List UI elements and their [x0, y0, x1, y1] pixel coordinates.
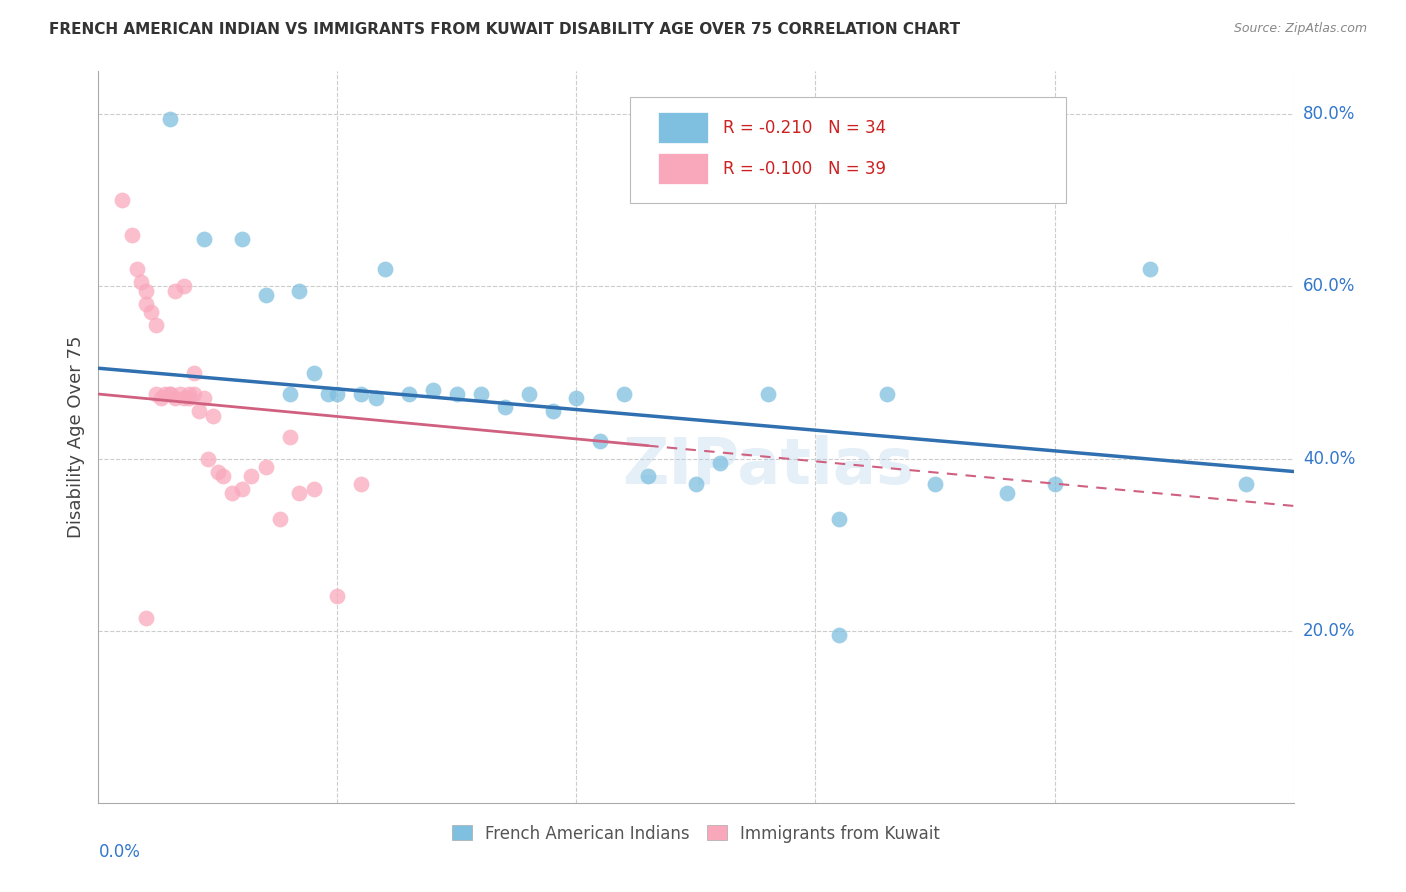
- Point: [254, 460, 277, 475]
- Text: 0.0%: 0.0%: [98, 843, 141, 861]
- Point: [637, 468, 659, 483]
- Point: [183, 387, 205, 401]
- Point: [876, 387, 898, 401]
- Point: [139, 305, 162, 319]
- Point: [470, 387, 492, 401]
- Point: [207, 465, 229, 479]
- Point: [173, 279, 195, 293]
- Point: [231, 232, 253, 246]
- Point: [302, 482, 325, 496]
- Text: Source: ZipAtlas.com: Source: ZipAtlas.com: [1233, 22, 1367, 36]
- Point: [202, 409, 225, 423]
- Text: 80.0%: 80.0%: [1303, 105, 1355, 123]
- Point: [350, 387, 373, 401]
- Point: [613, 387, 636, 401]
- Point: [135, 284, 157, 298]
- Point: [350, 477, 373, 491]
- Point: [159, 387, 181, 401]
- Point: [828, 512, 851, 526]
- Point: [756, 387, 779, 401]
- Point: [278, 387, 301, 401]
- Text: FRENCH AMERICAN INDIAN VS IMMIGRANTS FROM KUWAIT DISABILITY AGE OVER 75 CORRELAT: FRENCH AMERICAN INDIAN VS IMMIGRANTS FRO…: [49, 22, 960, 37]
- Point: [828, 628, 851, 642]
- Point: [159, 387, 181, 401]
- Point: [326, 589, 349, 603]
- Point: [278, 430, 301, 444]
- Text: R = -0.100   N = 39: R = -0.100 N = 39: [724, 160, 886, 178]
- Point: [254, 288, 277, 302]
- Point: [125, 262, 148, 277]
- FancyBboxPatch shape: [658, 112, 709, 143]
- Point: [111, 194, 134, 208]
- Point: [541, 404, 564, 418]
- Point: [231, 482, 253, 496]
- Point: [1139, 262, 1161, 277]
- Point: [193, 392, 215, 406]
- Point: [269, 512, 291, 526]
- Point: [131, 275, 153, 289]
- Point: [565, 392, 588, 406]
- Point: [1043, 477, 1066, 491]
- Text: 20.0%: 20.0%: [1303, 622, 1355, 640]
- FancyBboxPatch shape: [630, 97, 1067, 203]
- Point: [121, 227, 143, 242]
- FancyBboxPatch shape: [658, 153, 709, 184]
- Point: [149, 392, 172, 406]
- Point: [173, 392, 195, 406]
- Point: [163, 284, 186, 298]
- Point: [422, 383, 444, 397]
- Point: [221, 486, 243, 500]
- Point: [685, 477, 707, 491]
- Point: [135, 296, 157, 310]
- Point: [288, 486, 311, 500]
- Point: [240, 468, 263, 483]
- Point: [155, 387, 177, 401]
- Text: ZIPatlas: ZIPatlas: [621, 435, 914, 498]
- Point: [364, 392, 387, 406]
- Point: [183, 366, 205, 380]
- Point: [163, 392, 186, 406]
- Point: [169, 387, 191, 401]
- Point: [135, 611, 157, 625]
- Text: 40.0%: 40.0%: [1303, 450, 1355, 467]
- Legend: French American Indians, Immigrants from Kuwait: French American Indians, Immigrants from…: [446, 818, 946, 849]
- Point: [398, 387, 420, 401]
- Point: [187, 404, 209, 418]
- Point: [709, 456, 731, 470]
- Point: [326, 387, 349, 401]
- Point: [517, 387, 540, 401]
- Point: [179, 387, 201, 401]
- Point: [924, 477, 946, 491]
- Point: [197, 451, 219, 466]
- Point: [589, 434, 612, 449]
- Y-axis label: Disability Age Over 75: Disability Age Over 75: [66, 335, 84, 539]
- Point: [1234, 477, 1257, 491]
- Point: [302, 366, 325, 380]
- Text: 60.0%: 60.0%: [1303, 277, 1355, 295]
- Point: [446, 387, 468, 401]
- Point: [288, 284, 311, 298]
- Point: [159, 112, 181, 126]
- Text: R = -0.210   N = 34: R = -0.210 N = 34: [724, 119, 887, 136]
- Point: [494, 400, 516, 414]
- Point: [995, 486, 1018, 500]
- Point: [374, 262, 396, 277]
- Point: [145, 387, 167, 401]
- Point: [145, 318, 167, 333]
- Point: [211, 468, 233, 483]
- Point: [316, 387, 339, 401]
- Point: [179, 392, 201, 406]
- Point: [193, 232, 215, 246]
